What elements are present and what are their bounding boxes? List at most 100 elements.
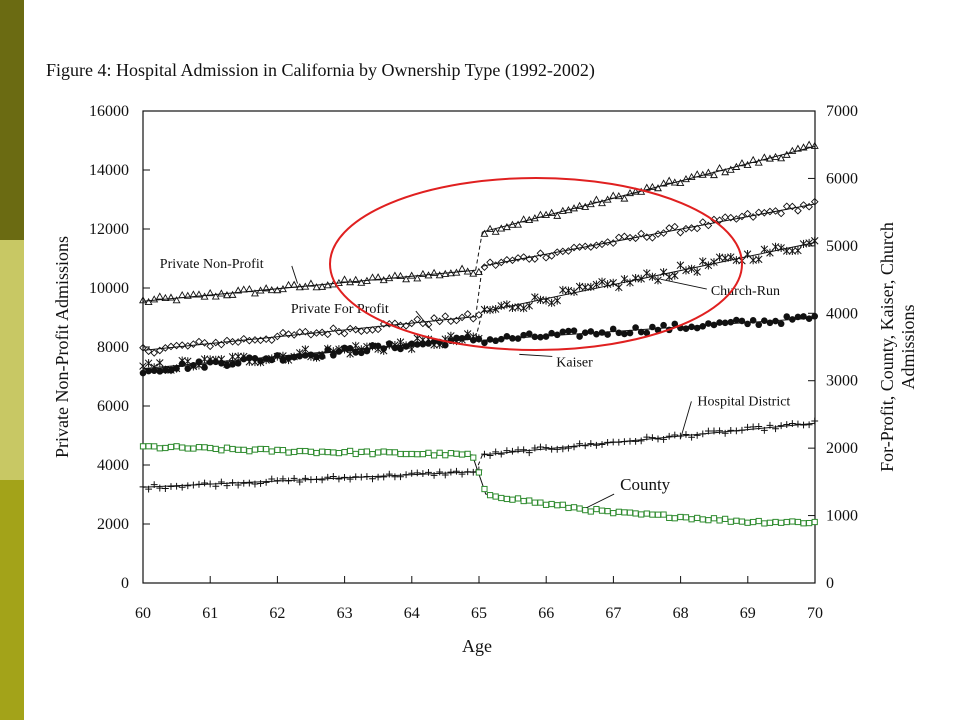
point-private-non-profit	[777, 154, 786, 162]
point-private-for-profit	[536, 249, 545, 258]
point-private-non-profit	[687, 172, 696, 181]
point-kaiser	[419, 340, 427, 348]
point-kaiser	[318, 353, 326, 360]
point-hospital-district	[201, 479, 208, 487]
point-county	[666, 514, 673, 521]
point-kaiser	[783, 313, 791, 320]
point-county	[811, 518, 818, 526]
point-kaiser	[441, 341, 449, 349]
point-private-non-profit	[390, 271, 399, 279]
point-private-for-profit	[558, 247, 567, 256]
point-private-for-profit	[631, 234, 640, 243]
point-private-non-profit	[620, 194, 629, 202]
point-hospital-district	[581, 442, 589, 450]
point-church-run	[497, 301, 506, 310]
point-kaiser	[800, 313, 807, 320]
point-kaiser	[727, 318, 735, 326]
point-kaiser	[777, 320, 785, 328]
point-church-run	[603, 280, 612, 289]
point-kaiser	[156, 368, 164, 375]
point-hospital-district	[229, 479, 236, 487]
point-private-non-profit	[754, 158, 763, 166]
point-hospital-district	[173, 482, 180, 490]
point-county	[184, 445, 191, 452]
point-hospital-district	[481, 450, 488, 458]
point-county	[274, 446, 281, 453]
point-church-run	[687, 264, 696, 273]
point-county	[626, 509, 634, 516]
y-left-tick-label: 12000	[89, 221, 129, 238]
point-kaiser	[358, 349, 365, 357]
point-private-for-profit	[721, 213, 730, 221]
annotation-leader-private-non-profit	[291, 265, 298, 284]
point-hospital-district	[206, 480, 214, 488]
point-kaiser	[251, 355, 259, 362]
point-church-run	[648, 272, 657, 281]
fit-line-church-run	[482, 241, 816, 313]
point-private-non-profit	[172, 296, 181, 304]
point-church-run	[542, 296, 550, 305]
annotation-leader-church-run	[660, 278, 707, 290]
point-private-non-profit	[581, 202, 590, 210]
fit-line-hospital-district	[482, 422, 816, 456]
point-private-non-profit	[670, 178, 679, 186]
point-county	[201, 444, 208, 451]
point-private-non-profit	[424, 271, 433, 279]
point-hospital-district	[441, 471, 449, 479]
point-hospital-district	[385, 470, 393, 478]
point-private-for-profit	[430, 314, 438, 322]
point-county	[722, 515, 729, 522]
point-private-non-profit	[480, 229, 489, 237]
point-private-for-profit	[603, 238, 612, 246]
point-church-run	[587, 282, 595, 291]
point-private-non-profit	[542, 210, 551, 218]
point-county	[251, 446, 259, 453]
point-kaiser	[609, 325, 617, 333]
point-county	[503, 495, 510, 503]
point-county	[229, 445, 236, 453]
point-private-non-profit	[340, 275, 349, 283]
point-private-non-profit	[491, 227, 500, 235]
point-church-run	[503, 300, 511, 309]
point-private-for-profit	[659, 229, 668, 237]
point-private-non-profit	[290, 280, 299, 288]
point-church-run	[743, 250, 752, 259]
point-kaiser	[380, 345, 388, 352]
point-hospital-district	[279, 475, 287, 483]
point-kaiser	[212, 358, 220, 366]
point-private-non-profit	[256, 286, 265, 294]
point-private-for-profit	[351, 325, 360, 334]
figure-title: Figure 4: Hospital Admission in Californ…	[46, 60, 595, 80]
point-county	[750, 518, 757, 526]
point-county	[470, 454, 477, 461]
x-tick-label: 60	[135, 605, 151, 622]
point-kaiser	[218, 359, 225, 367]
point-county	[425, 449, 432, 456]
point-kaiser	[229, 360, 236, 368]
highlight-ellipse	[329, 177, 743, 351]
point-county	[397, 450, 404, 458]
point-private-for-profit	[743, 209, 752, 218]
point-private-for-profit	[189, 340, 198, 348]
point-county	[688, 516, 695, 523]
point-private-non-profit	[368, 273, 377, 281]
point-county	[632, 510, 639, 517]
point-church-run	[525, 301, 533, 310]
point-hospital-district	[139, 483, 147, 491]
point-hospital-district	[520, 446, 528, 454]
point-kaiser	[458, 334, 466, 342]
point-hospital-district	[268, 475, 276, 483]
x-tick-label: 66	[538, 605, 554, 622]
point-church-run	[615, 283, 623, 292]
point-county	[570, 504, 578, 511]
point-private-non-profit	[167, 293, 175, 301]
point-private-for-profit	[323, 330, 332, 339]
point-private-non-profit	[682, 175, 690, 183]
sidebar-bottom-band	[0, 480, 24, 720]
annotation-label-county: County	[620, 475, 671, 494]
point-county	[716, 517, 723, 524]
y-right-tick-label: 6000	[826, 170, 858, 187]
x-tick-label: 70	[807, 605, 823, 622]
point-county	[212, 445, 219, 453]
point-private-for-profit	[452, 316, 461, 325]
